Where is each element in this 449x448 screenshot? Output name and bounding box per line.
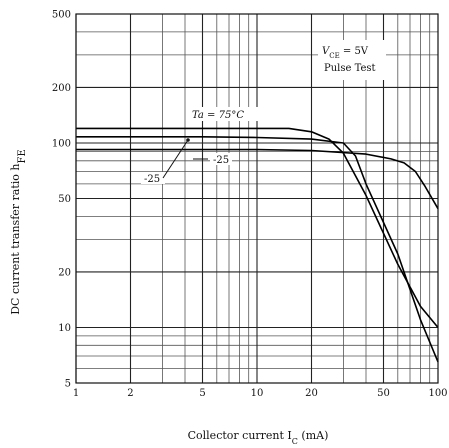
- y-tick-label: 200: [52, 83, 71, 94]
- y-tick-label: 500: [52, 10, 71, 21]
- tick-labels: 1 2 5 10 20 50 100 5 10 20 50 100 200 500: [52, 10, 448, 400]
- label-minus-25: -25: [213, 155, 229, 166]
- series-line-3: [76, 148, 439, 210]
- x-tick-label: 100: [428, 388, 447, 399]
- y-tick-label: 100: [52, 138, 71, 149]
- y-tick-label: 20: [58, 267, 71, 278]
- leader-25: [162, 139, 189, 179]
- label-ta-75c: Ta = 75°C: [192, 110, 244, 121]
- plot-frame: [75, 13, 439, 384]
- series-layer: [76, 127, 439, 363]
- x-tick-label: 5: [199, 388, 205, 399]
- x-tick-label: 20: [305, 388, 318, 399]
- vce-condition: VCE = 5V: [322, 46, 369, 60]
- pulse-test-label: Pulse Test: [324, 63, 376, 74]
- y-axis-label: DC current transfer ratio hFE: [9, 149, 28, 315]
- y-tick-label: 5: [65, 379, 71, 390]
- x-tick-label: 1: [73, 388, 79, 399]
- x-tick-label: 2: [127, 388, 133, 399]
- test-conditions: VCE = 5V Pulse Test: [318, 40, 386, 80]
- leader-25-dot: [186, 138, 190, 142]
- x-tick-label: 10: [251, 388, 264, 399]
- y-tick-label: 10: [58, 323, 71, 334]
- y-tick-label: 50: [58, 194, 71, 205]
- series-line-2: [76, 136, 439, 363]
- label-25: -25: [144, 174, 160, 185]
- x-tick-label: 50: [377, 388, 390, 399]
- series-labels: Ta = 75°C -25 -25: [141, 107, 260, 185]
- x-axis-label: Collector current IC (mA): [188, 429, 329, 446]
